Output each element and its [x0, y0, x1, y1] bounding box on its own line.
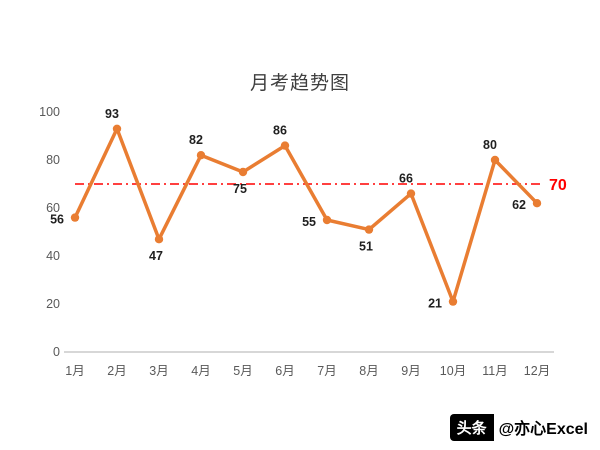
x-tick-label: 5月 — [233, 364, 252, 378]
data-label: 51 — [359, 240, 373, 254]
data-label: 80 — [483, 138, 497, 152]
y-tick-label: 60 — [46, 201, 60, 215]
data-label: 55 — [302, 215, 316, 229]
x-tick-label: 6月 — [275, 364, 294, 378]
data-label: 56 — [50, 213, 64, 227]
y-tick-label: 40 — [46, 249, 60, 263]
y-tick-label: 80 — [46, 153, 60, 167]
chart-title: 月考趋势图 — [249, 73, 350, 94]
x-tick-label: 3月 — [149, 364, 168, 378]
data-label: 75 — [233, 182, 247, 196]
y-tick-label: 20 — [46, 297, 60, 311]
x-tick-label: 11月 — [482, 364, 507, 378]
data-point-marker — [112, 124, 122, 133]
data-label: 86 — [273, 124, 287, 138]
data-point-marker — [154, 235, 164, 244]
data-label: 47 — [149, 249, 163, 263]
watermark: 头条 @亦心Excel — [449, 412, 592, 442]
data-point-marker — [322, 215, 332, 225]
data-label: 62 — [512, 198, 526, 212]
data-point-marker — [280, 141, 290, 150]
data-point-marker — [364, 225, 374, 234]
x-tick-label: 10月 — [440, 364, 466, 378]
data-label: 82 — [189, 133, 203, 147]
x-tick-label: 4月 — [191, 364, 210, 378]
data-point-marker — [238, 167, 248, 177]
data-label: 66 — [399, 172, 413, 186]
x-tick-label: 7月 — [317, 364, 336, 378]
data-point-marker — [532, 199, 542, 208]
y-tick-label: 0 — [53, 345, 60, 359]
x-tick-label: 8月 — [359, 364, 378, 378]
watermark-badge: 头条 — [449, 413, 494, 441]
data-point-marker — [196, 151, 206, 160]
data-point-marker — [406, 189, 416, 198]
y-tick-label: 100 — [39, 105, 60, 119]
data-point-marker — [490, 155, 500, 165]
watermark-handle: @亦心Excel — [493, 412, 592, 442]
data-label: 93 — [105, 107, 119, 121]
data-point-marker — [448, 297, 458, 306]
x-tick-label: 12月 — [524, 364, 550, 378]
x-tick-label: 2月 — [107, 364, 126, 378]
series-line — [73, 127, 539, 304]
data-label: 21 — [428, 297, 442, 311]
data-point-marker — [70, 213, 80, 222]
reference-line-label: 70 — [549, 177, 567, 194]
x-tick-label: 1月 — [65, 364, 84, 378]
x-tick-label: 9月 — [401, 364, 420, 378]
